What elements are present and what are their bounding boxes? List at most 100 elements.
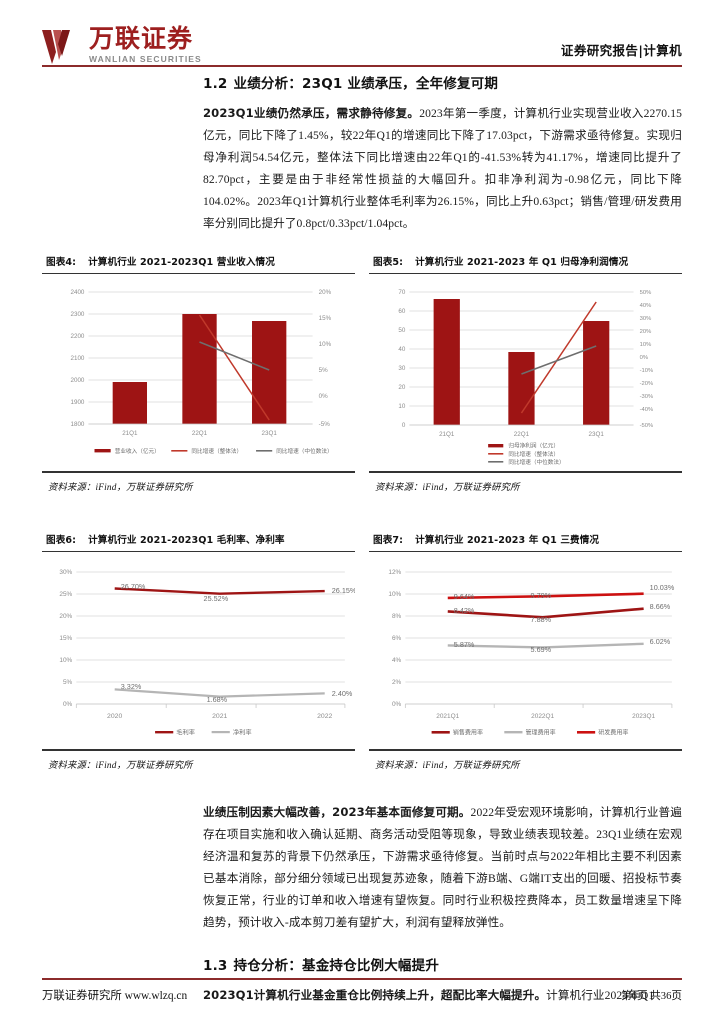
figure-6-plot-area: 30% 25% 20% 15% 10% 5% 0% 26.70% 25.52 xyxy=(42,552,355,748)
label-net-2020: 3.32% xyxy=(121,682,142,691)
svg-text:21Q1: 21Q1 xyxy=(439,431,455,438)
svg-text:30%: 30% xyxy=(59,569,72,576)
figure-6-caption: 计算机行业 2021-2023Q1 毛利率、净利率 xyxy=(88,534,285,546)
chart-4-svg: 2400 2300 2200 2100 2000 1900 1800 20% 1… xyxy=(70,289,332,455)
svg-text:2022: 2022 xyxy=(317,713,332,720)
label-admin-2022q1: 5.69% xyxy=(531,645,552,654)
svg-text:12%: 12% xyxy=(388,569,401,576)
section-1-3-body: 计算机行业2023年Q1 xyxy=(546,988,655,1002)
figure-4-plot-area: 2400 2300 2200 2100 2000 1900 1800 20% 1… xyxy=(42,274,355,470)
label-gross-2022: 26.15% xyxy=(332,586,355,595)
section-1-2-paragraph: 2023Q1业绩仍然承压，需求静待修复。2023年第一季度，计算机行业实现营业收… xyxy=(0,102,724,235)
svg-text:-40%: -40% xyxy=(640,407,654,413)
svg-text:同比增速（中位数法）: 同比增速（中位数法） xyxy=(508,458,564,466)
svg-text:归母净利润（亿元）: 归母净利润（亿元） xyxy=(508,442,559,450)
bar-23q1 xyxy=(583,321,610,426)
svg-text:-30%: -30% xyxy=(640,394,654,400)
line-admin-expense xyxy=(447,642,644,649)
figure-4-source: 资料来源：iFind，万联证券研究所 xyxy=(48,482,193,493)
svg-text:50%: 50% xyxy=(640,290,652,296)
svg-text:6%: 6% xyxy=(392,635,402,642)
svg-text:研发费用率: 研发费用率 xyxy=(598,729,628,737)
section-1-3-number: 1.3 xyxy=(203,957,228,974)
figure-6-title: 图表6: 计算机行业 2021-2023Q1 毛利率、净利率 xyxy=(42,527,355,551)
footer-company: 万联证券研究所 xyxy=(42,990,122,1002)
figure-4-top-rule xyxy=(42,273,355,275)
label-rd-2023q1: 10.03% xyxy=(650,583,675,592)
line-sales-expense xyxy=(447,607,644,619)
line-yoy-median xyxy=(521,345,597,376)
svg-text:4%: 4% xyxy=(392,657,402,664)
section-1-2-body: 2023年第一季度，计算机行业实现营业收入2270.15亿元，同比下降了1.45… xyxy=(203,107,682,230)
svg-text:10: 10 xyxy=(398,403,405,410)
bar-22q1 xyxy=(508,352,535,426)
svg-text:5%: 5% xyxy=(63,679,73,686)
svg-text:2100: 2100 xyxy=(70,355,84,362)
label-rd-2021q1: 9.64% xyxy=(454,592,475,601)
section-1-3-paragraph: 2023Q1计算机行业基金重仓比例持续上升，超配比率大幅提升。计算机行业2023… xyxy=(0,984,724,1007)
figure-7-bottom-rule xyxy=(369,749,682,751)
figure-6-label: 图表6: xyxy=(46,534,77,546)
svg-text:10%: 10% xyxy=(59,657,72,664)
svg-text:15%: 15% xyxy=(59,635,72,642)
section-1-2-lead: 2023Q1业绩仍然承压，需求静待修复。 xyxy=(203,106,420,120)
chart-7-svg: 12% 10% 8% 6% 4% 2% 0% 9.64% xyxy=(388,569,675,737)
svg-text:0%: 0% xyxy=(63,701,73,708)
figure-7: 图表7: 计算机行业 2021-2023 年 Q1 三费情况 12% xyxy=(369,527,682,775)
svg-text:2000: 2000 xyxy=(70,377,84,384)
svg-text:20: 20 xyxy=(398,384,405,391)
figure-6-source: 资料来源：iFind，万联证券研究所 xyxy=(48,760,193,771)
figure-5-caption: 计算机行业 2021-2023 年 Q1 归母净利润情况 xyxy=(415,257,629,268)
label-admin-2023q1: 6.02% xyxy=(650,637,671,646)
line-yoy-overall xyxy=(198,314,270,421)
footer-url[interactable]: www.wlzq.cn xyxy=(124,990,188,1002)
svg-text:-10%: -10% xyxy=(640,368,654,374)
page-footer: 万联证券研究所 www.wlzq.cn 第6页 共36页 xyxy=(0,978,724,1024)
page-header: 万联证券 WANLIAN SECURITIES 证券研究报告|计算机 xyxy=(0,0,724,72)
chart-6-svg: 30% 25% 20% 15% 10% 5% 0% 26.70% 25.52 xyxy=(59,569,355,736)
svg-text:2021: 2021 xyxy=(212,713,227,720)
figure-7-top-rule xyxy=(369,550,682,553)
svg-text:2021Q1: 2021Q1 xyxy=(436,713,459,720)
svg-text:10%: 10% xyxy=(640,342,652,348)
section-1-2-number: 1.2 xyxy=(203,76,228,92)
figure-5-bottom-rule xyxy=(369,471,682,473)
svg-text:60: 60 xyxy=(398,308,405,315)
figure-4-title: 图表4: 计算机行业 2021-2023Q1 营业收入情况 xyxy=(42,249,355,273)
figure-5-top-rule xyxy=(369,273,682,275)
label-rd-2022q1: 9.79% xyxy=(531,591,552,600)
report-type-label: 证券研究报告|计算机 xyxy=(560,43,682,58)
svg-text:30: 30 xyxy=(398,365,405,372)
svg-text:2300: 2300 xyxy=(70,311,84,318)
figure-7-label: 图表7: xyxy=(373,534,404,546)
figure-7-source: 资料来源：iFind，万联证券研究所 xyxy=(375,760,520,771)
svg-text:40: 40 xyxy=(398,346,405,353)
summary-paragraph: 业绩压制因素大幅改善，2023年基本面修复可期。2022年受宏观环境影响，计算机… xyxy=(0,801,724,934)
svg-text:2020: 2020 xyxy=(107,713,122,720)
svg-text:营业收入（亿元）: 营业收入（亿元） xyxy=(115,447,160,455)
svg-text:2022Q1: 2022Q1 xyxy=(531,713,554,720)
svg-text:22Q1: 22Q1 xyxy=(514,431,530,438)
svg-text:25%: 25% xyxy=(59,591,72,598)
figure-row-1: 图表4: 计算机行业 2021-2023Q1 营业收入情况 xyxy=(0,249,724,497)
svg-text:-50%: -50% xyxy=(640,423,654,429)
svg-text:-20%: -20% xyxy=(640,381,654,387)
label-admin-2021q1: 5.87% xyxy=(454,640,475,649)
svg-text:2023Q1: 2023Q1 xyxy=(632,713,655,720)
header-divider xyxy=(42,65,682,67)
figure-7-plot-area: 12% 10% 8% 6% 4% 2% 0% 9.64% xyxy=(369,552,682,748)
figure-5-source: 资料来源：iFind，万联证券研究所 xyxy=(375,482,520,493)
footer-divider xyxy=(42,978,682,980)
figure-row-2: 图表6: 计算机行业 2021-2023Q1 毛利率、净利率 30% xyxy=(0,527,724,775)
w-mark-icon xyxy=(42,30,82,64)
label-sales-2023q1: 8.66% xyxy=(650,602,671,611)
svg-text:同比增速（整体法）: 同比增速（整体法） xyxy=(508,450,559,458)
svg-text:50: 50 xyxy=(398,327,405,334)
svg-text:同比增速（中位数法）: 同比增速（中位数法） xyxy=(276,447,332,455)
section-1-2-heading: 1.2 业绩分析：23Q1 业绩承压，全年修复可期 xyxy=(0,72,724,92)
section-1-2-title: 业绩分析：23Q1 业绩承压，全年修复可期 xyxy=(233,76,499,92)
svg-text:同比增速（整体法）: 同比增速（整体法） xyxy=(191,447,242,455)
svg-text:10%: 10% xyxy=(388,591,401,598)
figure-5-plot-area: 70 60 50 40 30 20 10 0 50% 40% 30% 20% xyxy=(369,274,682,470)
figure-6: 图表6: 计算机行业 2021-2023Q1 毛利率、净利率 30% xyxy=(42,527,355,775)
